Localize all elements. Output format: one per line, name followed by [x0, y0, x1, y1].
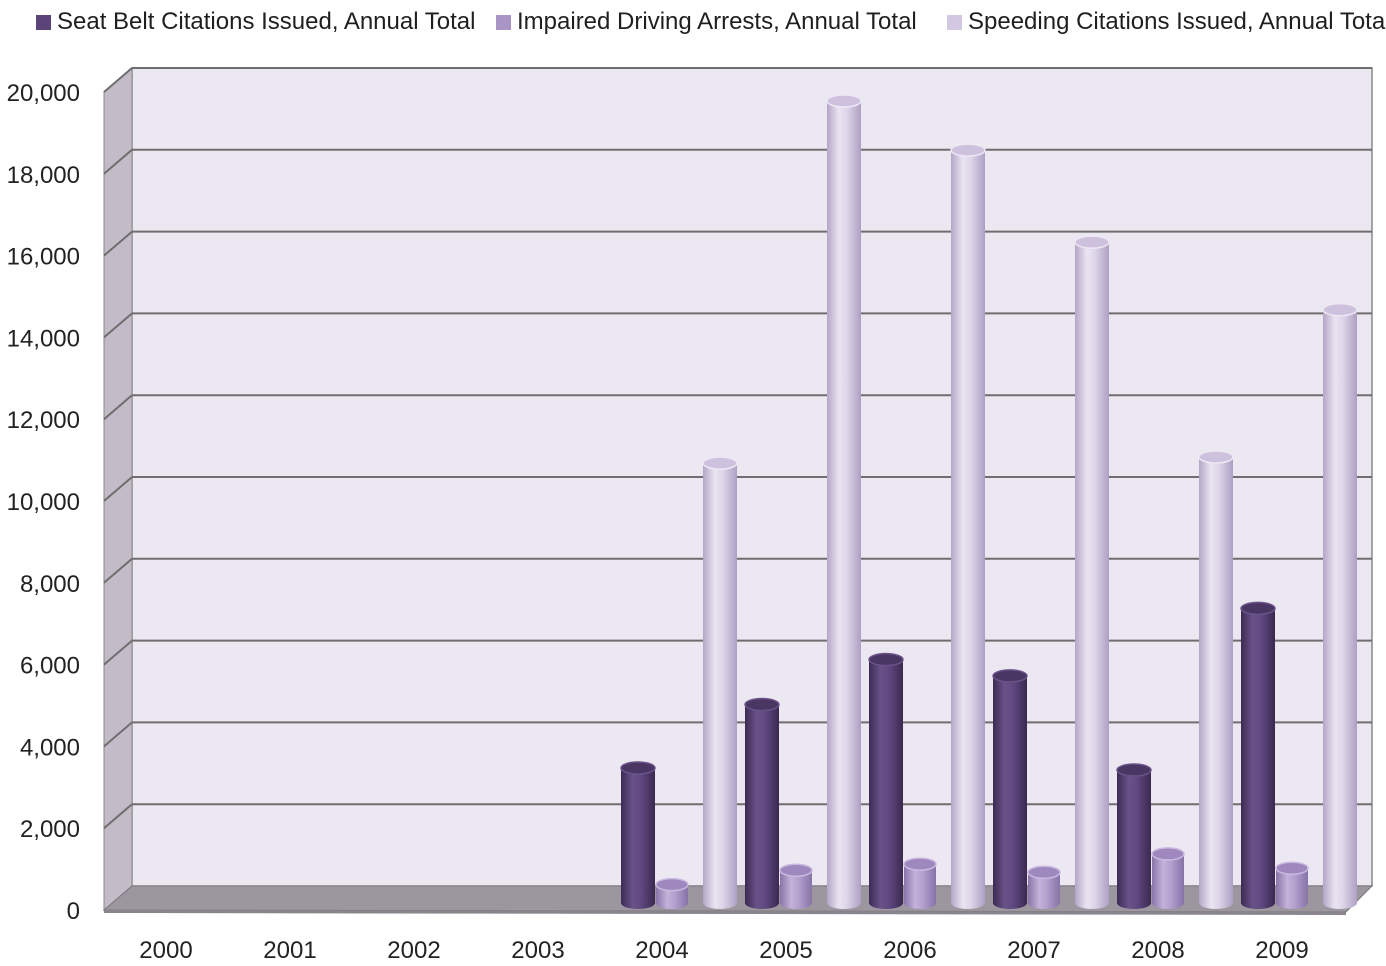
- bar-series-1-2006: [868, 652, 904, 909]
- bar-top: [1275, 861, 1309, 875]
- legend-item-impaired-driving: Impaired Driving Arrests, Annual Total: [496, 6, 917, 38]
- gridline-side: [103, 558, 133, 584]
- gridline-side: [103, 67, 133, 93]
- bar-body: [951, 150, 985, 909]
- gridline-side: [103, 476, 133, 502]
- y-tick-label: 16,000: [7, 244, 80, 271]
- bar-body: [621, 767, 655, 909]
- bar-body: [1028, 872, 1060, 909]
- bar-top: [992, 669, 1028, 683]
- chart-floor-edge: [104, 910, 1346, 915]
- bar-top: [1151, 847, 1185, 861]
- bar-top: [655, 877, 689, 892]
- bar-series-3-2009: [1322, 302, 1358, 909]
- bar-top: [868, 652, 904, 667]
- bar-series-3-2006: [950, 143, 986, 909]
- gridline-side: [103, 312, 133, 339]
- bar-series-2-2009: [1275, 861, 1309, 909]
- y-tick-label: 6,000: [20, 653, 80, 680]
- bar-series-2-2008: [1151, 847, 1185, 909]
- legend-item-speeding: Speeding Citations Issued, Annual Total: [947, 6, 1386, 38]
- bar-series-2-2007: [1027, 865, 1061, 909]
- bar-series-3-2005: [826, 94, 862, 909]
- gridline-side: [103, 149, 133, 175]
- bar-top: [950, 143, 986, 157]
- legend-label-speeding: Speeding Citations Issued, Annual Total: [968, 8, 1386, 35]
- gridline-side: [103, 230, 133, 257]
- legend-swatch-seat-belt: [36, 14, 51, 30]
- x-tick-label: 2009: [1255, 937, 1308, 964]
- bar-top: [702, 456, 738, 470]
- bar-series-2-2006: [903, 857, 937, 909]
- bar-top: [903, 857, 937, 871]
- bar-series-1-2007: [992, 669, 1028, 909]
- bar-series-1-2008: [1116, 763, 1152, 909]
- bar-series-1-2004: [620, 761, 656, 909]
- bar-series-1-2005: [744, 697, 780, 909]
- bar-body: [780, 870, 812, 909]
- bar-top: [1027, 865, 1061, 880]
- bar-body: [904, 864, 936, 909]
- x-tick-label: 2008: [1131, 937, 1184, 964]
- legend-label-seat-belt: Seat Belt Citations Issued, Annual Total: [57, 8, 476, 35]
- bar-body: [1323, 309, 1357, 909]
- bar-series-3-2004: [702, 456, 738, 909]
- legend-label-impaired-driving: Impaired Driving Arrests, Annual Total: [517, 8, 917, 35]
- y-tick-label: 0: [67, 898, 80, 925]
- bar-top: [620, 761, 656, 775]
- y-tick-label: 10,000: [7, 489, 80, 516]
- x-tick-label: 2007: [1007, 937, 1060, 964]
- bar-body: [1199, 456, 1233, 909]
- bar-series-2-2004: [655, 877, 689, 909]
- bar-body: [656, 884, 688, 909]
- bar-body: [1152, 853, 1184, 909]
- y-tick-label: 2,000: [20, 816, 80, 843]
- y-tick-label: 14,000: [7, 325, 80, 352]
- bar-body: [869, 659, 903, 909]
- x-tick-label: 2003: [511, 937, 564, 964]
- gridline-side: [103, 721, 133, 748]
- bar-top: [1322, 302, 1358, 317]
- bar-top: [744, 697, 780, 712]
- bar-body: [993, 675, 1027, 909]
- legend-item-seat-belt: Seat Belt Citations Issued, Annual Total: [36, 6, 476, 38]
- gridline-side: [103, 639, 133, 666]
- x-tick-label: 2000: [139, 937, 192, 964]
- bar-body: [703, 463, 737, 909]
- x-tick-label: 2002: [387, 937, 440, 964]
- legend-swatch-impaired-driving: [496, 14, 511, 30]
- bar-top: [1074, 235, 1110, 249]
- bar-series-3-2008: [1198, 450, 1234, 909]
- y-tick-label: 4,000: [20, 734, 80, 761]
- x-tick-label: 2006: [883, 937, 936, 964]
- x-tick-label: 2005: [759, 937, 812, 964]
- bar-body: [1075, 242, 1109, 910]
- bar-body: [745, 704, 779, 909]
- bar-body: [1117, 770, 1151, 909]
- y-tick-label: 20,000: [7, 80, 80, 107]
- legend-swatch-speeding: [947, 14, 962, 30]
- gridline-side: [103, 803, 133, 829]
- bar-series-2-2005: [779, 863, 813, 909]
- bar-top: [779, 863, 813, 878]
- y-tick-label: 8,000: [20, 571, 80, 598]
- y-tick-label: 18,000: [7, 162, 80, 189]
- bar-top: [826, 94, 862, 108]
- bar-body: [1241, 608, 1275, 909]
- bar-series-1-2009: [1240, 601, 1276, 909]
- bar-body: [1276, 868, 1308, 909]
- bar-series-3-2007: [1074, 235, 1110, 910]
- y-tick-label: 12,000: [7, 407, 80, 434]
- chart-legend: Seat Belt Citations Issued, Annual Total…: [0, 0, 1386, 44]
- bar-top: [1116, 763, 1152, 777]
- x-tick-label: 2004: [635, 937, 688, 964]
- x-tick-label: 2001: [263, 937, 316, 964]
- bar-top: [1240, 601, 1276, 616]
- gridline-side: [103, 394, 133, 420]
- bar-top: [1198, 450, 1234, 464]
- bar-body: [827, 101, 861, 909]
